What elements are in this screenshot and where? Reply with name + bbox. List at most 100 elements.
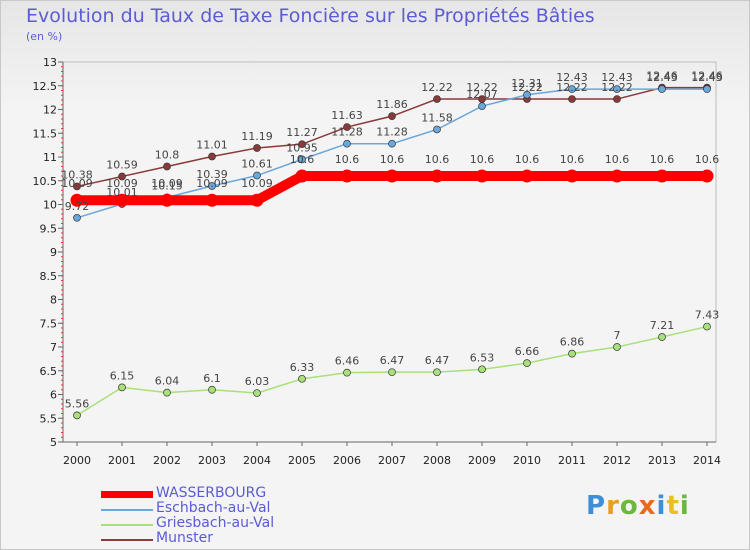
data-point-griesbach-au-val [298,374,306,383]
chart-title: Evolution du Taux de Taxe Foncière sur l… [26,5,595,27]
data-label-munster: 12.46 [646,70,678,83]
y-tick-label: 9 [50,246,57,259]
y-tick-label: 12.5 [33,80,58,93]
logo-letter: i [679,491,690,521]
data-label-griesbach-au-val: 5.56 [65,397,90,410]
data-point-munster [163,162,171,171]
x-tick-label: 2002 [153,454,181,467]
chart-unit-label: (en %) [26,30,63,43]
data-labels-layer: 5.56 6.15 6.04 6.1 6.03 6.33 6.46 6.47 6.47 6.53 6… [61,70,723,411]
data-point-munster [298,140,306,149]
x-tick-label: 2007 [378,454,406,467]
data-point-wasserbourg [160,193,174,207]
data-label-eschbach-au-val: 11.28 [331,126,363,139]
logo-letter: i [656,491,667,521]
proxiti-logo: Proxiti [586,491,690,521]
data-label-wasserbourg: 10.09 [151,177,183,190]
data-label-griesbach-au-val: 6.47 [425,354,450,367]
data-label-munster: 11.86 [376,98,408,111]
data-label-eschbach-au-val: 11.58 [421,111,453,124]
data-label-griesbach-au-val: 7 [614,329,621,342]
data-label-munster: 11.27 [286,126,318,139]
x-tick-label: 2012 [603,454,631,467]
y-tick-label: 7.5 [40,317,58,330]
y-tick-label: 11 [43,151,57,164]
data-label-griesbach-au-val: 6.47 [380,354,405,367]
data-point-griesbach-au-val [388,368,396,377]
data-point-griesbach-au-val [568,349,576,358]
x-tick-label: 2003 [198,454,226,467]
data-point-wasserbourg [475,169,489,183]
logo-letter: t [666,491,680,521]
legend-swatch-eschbach-au-val [101,509,153,511]
data-label-griesbach-au-val: 6.53 [470,351,495,364]
data-point-wasserbourg [700,169,714,183]
data-label-munster: 12.22 [601,81,633,94]
data-point-griesbach-au-val [208,385,216,394]
data-label-wasserbourg: 10.6 [425,153,450,166]
data-label-griesbach-au-val: 6.03 [245,375,270,388]
logo-letter: x [638,491,657,521]
data-label-wasserbourg: 10.09 [61,177,93,190]
x-tick-label: 2006 [333,454,361,467]
data-point-eschbach-au-val [523,90,531,99]
data-label-eschbach-au-val: 10.15 [151,179,183,192]
data-label-eschbach-au-val: 12.43 [601,71,633,84]
data-point-wasserbourg [655,169,669,183]
data-label-eschbach-au-val: 12.43 [646,71,678,84]
data-point-eschbach-au-val [208,182,216,190]
y-tick-label: 7 [50,341,57,354]
axes: 55.566.577.588.599.51010.51111.51212.513… [33,56,722,467]
y-tick-label: 6 [50,389,57,402]
data-point-wasserbourg [70,193,84,207]
data-point-griesbach-au-val [163,388,171,397]
data-label-griesbach-au-val: 6.04 [155,375,180,388]
data-label-eschbach-au-val: 10.39 [196,168,228,181]
data-label-munster: 12.22 [511,81,543,94]
data-label-wasserbourg: 10.09 [241,177,273,190]
y-tick-label: 12 [43,104,57,117]
data-point-munster [118,172,126,181]
data-point-griesbach-au-val [253,389,261,397]
data-point-wasserbourg [295,169,309,183]
data-label-griesbach-au-val: 6.66 [515,345,540,358]
data-label-griesbach-au-val: 6.1 [203,372,221,385]
legend-label-wasserbourg: WASSERBOURG [156,485,267,501]
x-tick-label: 2005 [288,454,316,467]
data-point-eschbach-au-val [388,139,396,148]
legend-label-munster: Munster [156,530,213,546]
data-point-wasserbourg [250,193,264,207]
data-label-eschbach-au-val: 12.31 [511,77,543,90]
data-point-munster [388,112,396,121]
y-tick-label: 8.5 [40,270,58,283]
data-point-griesbach-au-val [703,322,711,331]
data-label-eschbach-au-val: 11.28 [376,126,408,139]
data-point-munster [253,144,261,152]
y-tick-label: 5 [50,436,57,449]
y-tick-label: 8 [50,294,57,307]
data-label-munster: 11.19 [241,130,273,143]
y-tick-label: 6.5 [40,365,58,378]
data-point-eschbach-au-val [433,125,441,134]
data-label-eschbach-au-val: 12.43 [556,71,588,84]
y-tick-label: 11.5 [33,127,58,140]
data-point-munster [568,95,576,103]
y-tick-label: 13 [43,56,57,69]
data-point-eschbach-au-val [73,213,81,222]
data-point-griesbach-au-val [523,359,531,367]
x-tick-label: 2009 [468,454,496,467]
data-label-munster: 12.22 [421,81,453,94]
data-label-munster: 10.38 [61,168,93,181]
data-label-munster: 10.8 [155,149,180,162]
data-point-griesbach-au-val [343,368,351,377]
logo-letter: P [586,491,607,521]
data-point-wasserbourg [610,169,624,183]
data-label-griesbach-au-val: 6.86 [560,336,585,349]
legend-swatch-munster [101,539,153,541]
data-label-eschbach-au-val: 12.07 [466,88,498,101]
data-label-wasserbourg: 10.6 [380,153,405,166]
data-point-eschbach-au-val [703,85,711,93]
data-label-wasserbourg: 10.6 [290,153,315,166]
